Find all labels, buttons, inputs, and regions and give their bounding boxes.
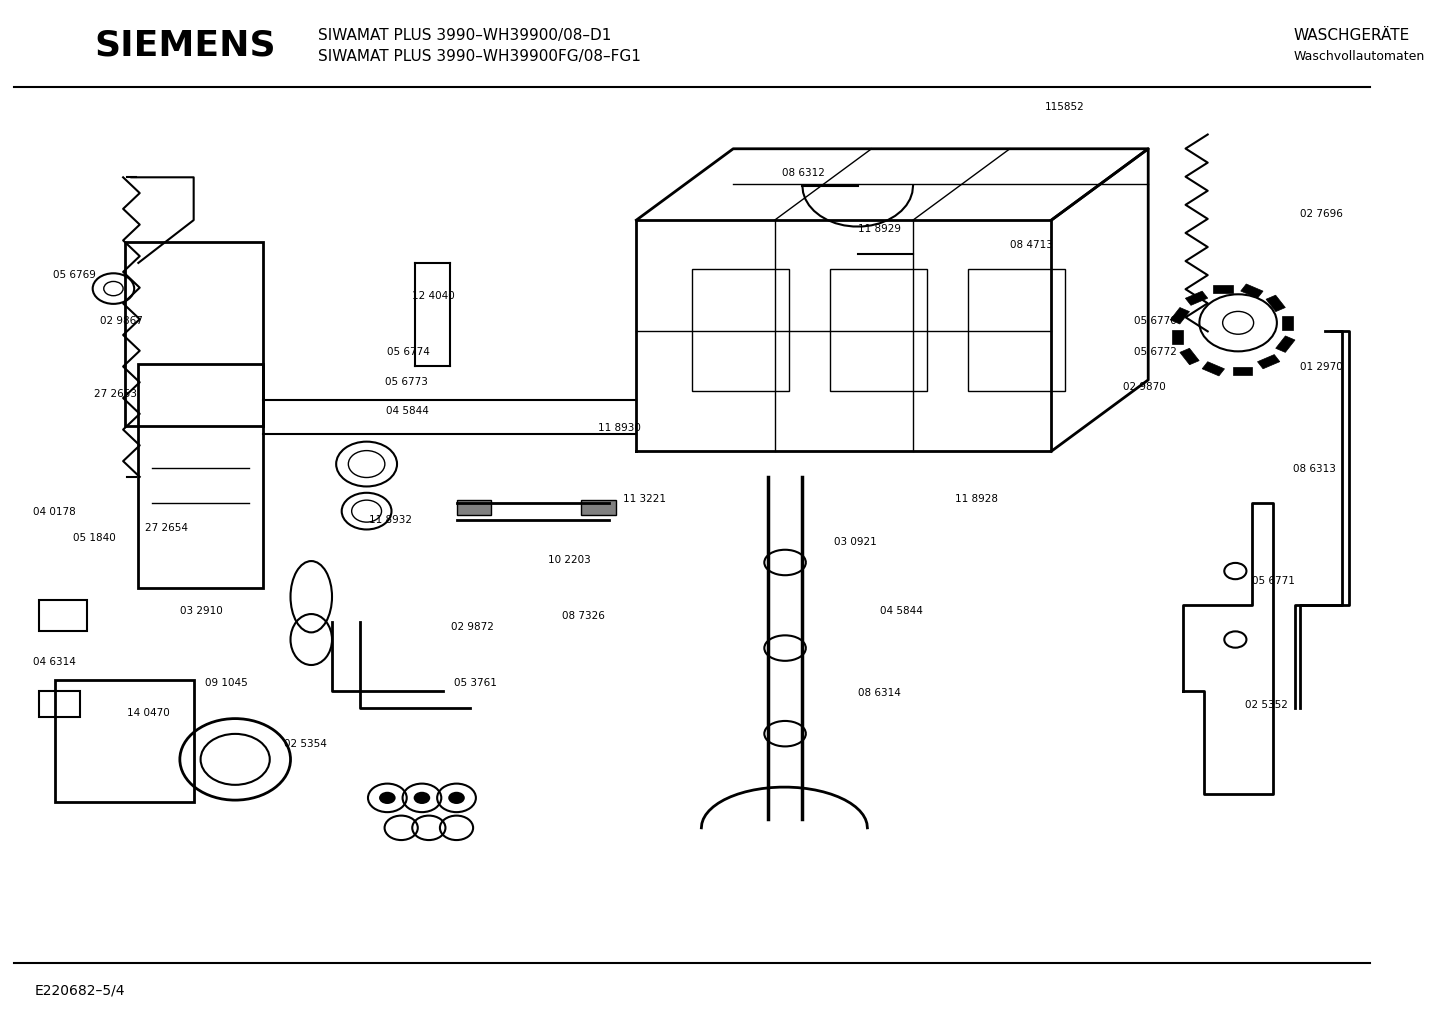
Text: 115852: 115852 <box>1044 102 1084 112</box>
Text: 27 2654: 27 2654 <box>146 523 189 533</box>
Text: 27 2653: 27 2653 <box>94 389 137 399</box>
Bar <box>1213 285 1233 293</box>
Text: 12 4040: 12 4040 <box>412 290 456 301</box>
Text: 03 0921: 03 0921 <box>833 537 877 547</box>
Text: 02 7696: 02 7696 <box>1301 209 1344 219</box>
Text: 05 6773: 05 6773 <box>385 377 427 387</box>
Text: SIEMENS: SIEMENS <box>94 29 275 63</box>
Text: 05 6769: 05 6769 <box>52 270 95 280</box>
Text: 08 7326: 08 7326 <box>561 611 604 622</box>
Text: 08 6312: 08 6312 <box>782 168 825 178</box>
Text: 08 4713: 08 4713 <box>1009 239 1053 250</box>
Text: 04 0178: 04 0178 <box>33 506 76 517</box>
Text: WASCHGERÄTE: WASCHGERÄTE <box>1293 29 1410 43</box>
Text: 05 6772: 05 6772 <box>1135 346 1177 357</box>
Bar <box>39 691 81 716</box>
Bar <box>39 600 87 631</box>
Text: 03 2910: 03 2910 <box>180 606 222 616</box>
Text: 05 6771: 05 6771 <box>1252 576 1295 586</box>
Text: 01 2970: 01 2970 <box>1301 362 1343 372</box>
Circle shape <box>414 792 430 804</box>
Bar <box>1203 362 1224 376</box>
Bar <box>1233 367 1252 375</box>
Text: 02 5354: 02 5354 <box>284 739 326 749</box>
Bar <box>457 500 492 516</box>
Text: 04 6314: 04 6314 <box>33 657 76 667</box>
Text: 02 5352: 02 5352 <box>1244 700 1288 710</box>
Text: 11 8928: 11 8928 <box>955 494 998 504</box>
Circle shape <box>448 792 464 804</box>
Bar <box>55 680 193 802</box>
Bar <box>1172 330 1182 344</box>
Bar <box>831 269 927 391</box>
Circle shape <box>379 792 395 804</box>
Text: 02 9872: 02 9872 <box>451 622 493 632</box>
Bar <box>692 269 789 391</box>
Text: 05 1840: 05 1840 <box>74 533 115 543</box>
Text: 11 3221: 11 3221 <box>623 494 666 504</box>
Text: 04 5844: 04 5844 <box>880 606 923 616</box>
Text: 11 8930: 11 8930 <box>597 423 640 433</box>
Text: 05 3761: 05 3761 <box>454 678 496 688</box>
Text: 05 6770: 05 6770 <box>1135 316 1177 326</box>
Bar <box>1257 355 1280 369</box>
Bar <box>1276 336 1295 353</box>
Text: SIWAMAT PLUS 3990–WH39900/08–D1: SIWAMAT PLUS 3990–WH39900/08–D1 <box>319 29 611 43</box>
Text: 14 0470: 14 0470 <box>127 708 170 718</box>
Text: 02 9870: 02 9870 <box>1123 382 1167 392</box>
Text: 08 6314: 08 6314 <box>858 688 901 698</box>
Text: 08 6313: 08 6313 <box>1293 464 1337 474</box>
Text: 02 9867: 02 9867 <box>99 316 143 326</box>
Bar <box>969 269 1066 391</box>
Text: Waschvollautomaten: Waschvollautomaten <box>1293 50 1425 62</box>
Bar <box>1266 296 1285 312</box>
Bar <box>1171 308 1190 324</box>
Text: 10 2203: 10 2203 <box>548 555 591 566</box>
Text: 09 1045: 09 1045 <box>205 678 248 688</box>
Text: 04 5844: 04 5844 <box>386 406 428 416</box>
Bar <box>1240 284 1263 299</box>
Bar <box>1185 291 1208 306</box>
Bar <box>1282 316 1293 330</box>
Text: 11 8932: 11 8932 <box>369 515 412 525</box>
Text: 05 6774: 05 6774 <box>388 346 430 357</box>
Text: E220682–5/4: E220682–5/4 <box>35 983 125 998</box>
Bar <box>138 364 262 588</box>
Bar <box>581 500 616 516</box>
Text: 11 8929: 11 8929 <box>858 224 901 234</box>
Bar <box>1180 348 1200 365</box>
Bar <box>124 243 262 426</box>
Text: SIWAMAT PLUS 3990–WH39900FG/08–FG1: SIWAMAT PLUS 3990–WH39900FG/08–FG1 <box>319 49 642 63</box>
